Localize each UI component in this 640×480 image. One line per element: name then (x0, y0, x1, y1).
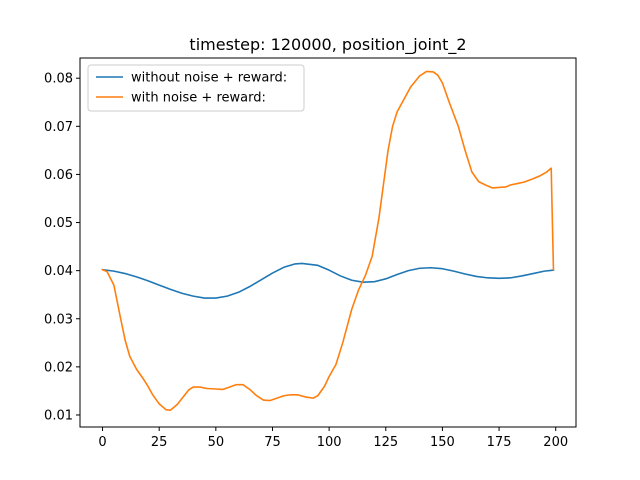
y-axis: 0.01 0.02 0.03 0.04 0.05 0.06 0.07 0.08 (44, 72, 80, 423)
y-tick-label: 0.08 (44, 72, 73, 87)
legend: without noise + reward: with noise + rewa… (87, 64, 305, 112)
y-tick-label: 0.05 (44, 216, 73, 231)
y-tick-label: 0.07 (44, 120, 73, 135)
y-tick-label: 0.04 (44, 264, 73, 279)
x-tick-label: 50 (208, 435, 225, 450)
x-tick-label: 75 (264, 435, 281, 450)
y-tick-label: 0.06 (44, 168, 73, 183)
x-tick-label: 150 (430, 435, 455, 450)
y-tick-label: 0.02 (44, 360, 73, 375)
y-tick-label: 0.01 (44, 408, 73, 423)
x-tick-label: 125 (373, 435, 398, 450)
legend-label: without noise + reward: (131, 71, 287, 86)
x-tick-label: 175 (487, 435, 512, 450)
series-lines (101, 70, 555, 411)
x-tick-label: 100 (317, 435, 342, 450)
x-tick-label: 0 (98, 435, 106, 450)
series-line-2 (101, 70, 555, 411)
x-tick-label: 25 (151, 435, 168, 450)
chart-title: timestep: 120000, position_joint_2 (189, 35, 466, 55)
x-tick-label: 200 (543, 435, 568, 450)
legend-box (87, 64, 305, 112)
legend-label: with noise + reward: (131, 91, 266, 106)
x-axis: 0 25 50 75 100 125 150 175 200 (98, 427, 568, 450)
axes-frame (79, 57, 577, 428)
y-tick-label: 0.03 (44, 312, 73, 327)
series-line-1 (101, 262, 555, 299)
